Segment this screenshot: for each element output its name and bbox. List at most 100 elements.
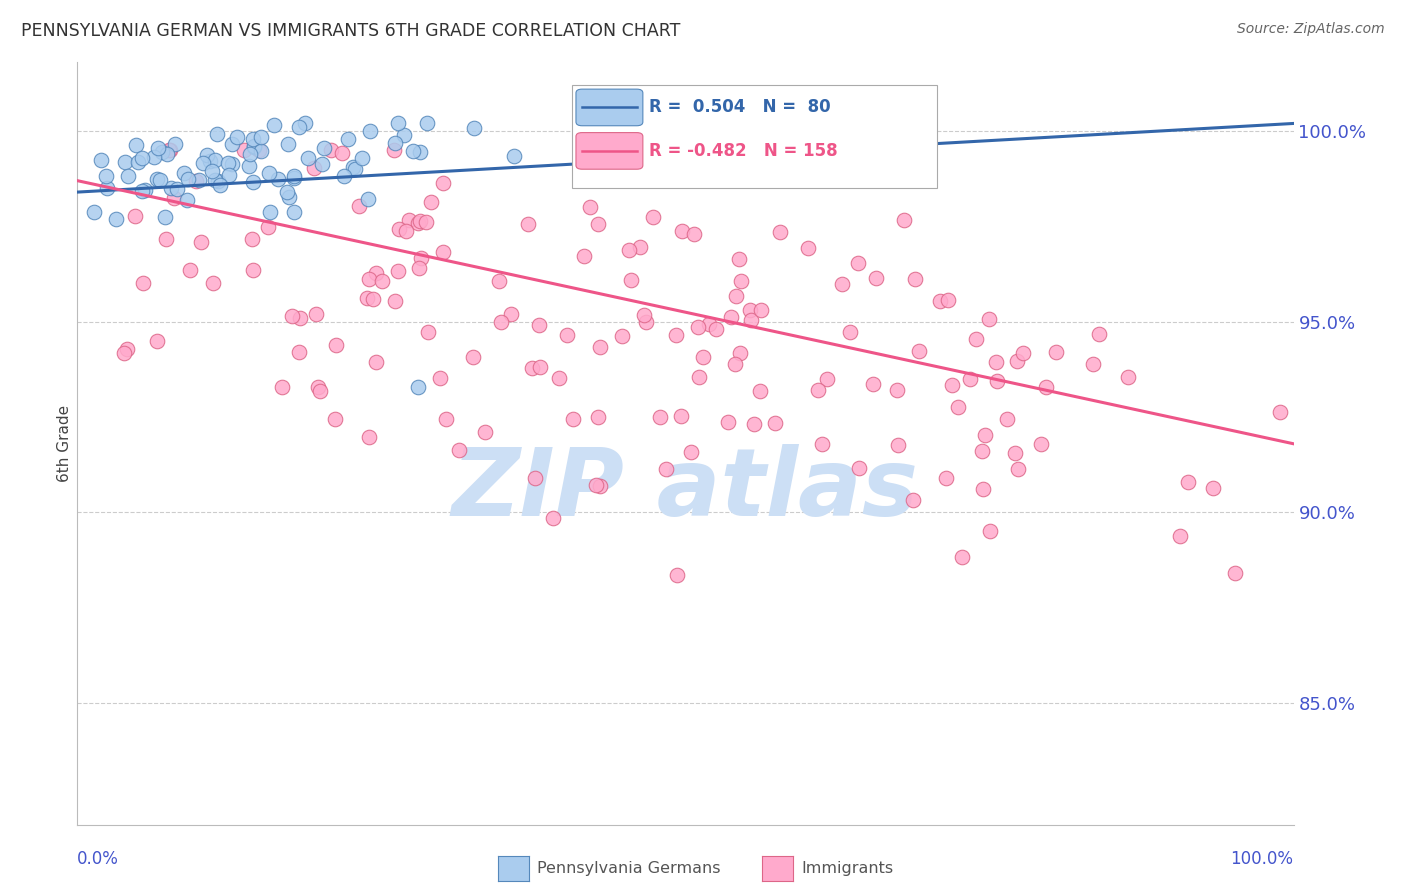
Point xyxy=(96,181,118,195)
Point xyxy=(146,172,169,186)
Text: 100.0%: 100.0% xyxy=(1230,850,1294,868)
Point xyxy=(419,194,441,209)
Point xyxy=(94,169,117,184)
Point xyxy=(384,294,406,309)
Point xyxy=(503,149,526,163)
Point xyxy=(117,169,139,184)
Point xyxy=(388,221,411,235)
Point xyxy=(202,276,225,290)
Point xyxy=(950,550,973,565)
Point xyxy=(221,157,243,171)
Point xyxy=(893,212,915,227)
Point xyxy=(357,272,380,286)
Point xyxy=(132,276,155,290)
Point xyxy=(402,145,425,159)
Point xyxy=(724,358,747,372)
Point xyxy=(408,260,430,275)
Point xyxy=(434,412,457,426)
Point xyxy=(704,322,727,336)
Point xyxy=(287,345,309,359)
Point xyxy=(276,185,298,199)
Point xyxy=(243,138,266,153)
Point xyxy=(283,170,305,185)
Point xyxy=(146,141,169,155)
Point xyxy=(959,372,981,386)
Point xyxy=(359,124,381,138)
Point xyxy=(633,308,655,322)
Point xyxy=(995,412,1018,426)
Point xyxy=(1035,380,1057,394)
Point xyxy=(366,355,388,369)
Point xyxy=(1177,475,1199,489)
Text: R = -0.482   N = 158: R = -0.482 N = 158 xyxy=(650,142,838,160)
Point xyxy=(384,136,406,150)
Point xyxy=(406,216,429,230)
Point xyxy=(112,346,135,360)
Text: Immigrants: Immigrants xyxy=(801,862,894,876)
Point xyxy=(312,141,335,155)
Text: PENNSYLVANIA GERMAN VS IMMIGRANTS 6TH GRADE CORRELATION CHART: PENNSYLVANIA GERMAN VS IMMIGRANTS 6TH GR… xyxy=(21,22,681,40)
Point xyxy=(671,224,693,238)
Point xyxy=(461,351,484,365)
Point xyxy=(165,136,187,151)
Point xyxy=(1045,345,1067,359)
Text: 0.0%: 0.0% xyxy=(77,850,120,868)
Point xyxy=(398,212,420,227)
Point xyxy=(190,235,212,250)
Point xyxy=(117,342,139,356)
Point xyxy=(259,205,281,219)
Point xyxy=(304,161,326,175)
Point xyxy=(336,131,359,145)
Point xyxy=(903,492,925,507)
Point xyxy=(586,217,609,231)
Point xyxy=(543,511,565,525)
Point xyxy=(865,271,887,285)
Point xyxy=(641,210,664,224)
Point xyxy=(131,184,153,198)
Point xyxy=(356,291,378,305)
Point xyxy=(218,168,240,182)
Point xyxy=(941,378,963,392)
Point xyxy=(225,130,247,145)
Point xyxy=(432,245,454,260)
Point xyxy=(810,437,832,451)
Point xyxy=(409,145,432,160)
Point xyxy=(142,150,165,164)
Point xyxy=(886,438,908,452)
Point xyxy=(527,318,550,332)
Point xyxy=(207,174,229,188)
Point xyxy=(242,175,264,189)
Point xyxy=(679,445,702,459)
Point xyxy=(83,205,105,219)
Point xyxy=(1007,462,1029,476)
Point xyxy=(155,232,177,246)
Point xyxy=(243,140,266,154)
Point xyxy=(588,409,610,424)
Point xyxy=(395,224,418,238)
Point xyxy=(848,460,870,475)
Point xyxy=(333,169,356,183)
Point xyxy=(247,143,270,157)
Point xyxy=(717,415,740,429)
Point xyxy=(271,380,294,394)
Point xyxy=(177,172,200,186)
Point xyxy=(156,147,179,161)
Point xyxy=(127,154,149,169)
Point xyxy=(114,155,136,169)
Point xyxy=(524,471,547,485)
Point xyxy=(201,164,224,178)
Point xyxy=(688,370,710,384)
Point xyxy=(416,116,439,130)
Point xyxy=(319,143,342,157)
Point xyxy=(195,148,218,162)
Point xyxy=(1225,566,1247,581)
Point xyxy=(283,204,305,219)
Point xyxy=(159,143,181,157)
Point xyxy=(159,180,181,194)
Point xyxy=(948,400,970,414)
Point xyxy=(387,263,409,277)
Point xyxy=(655,462,678,476)
Point xyxy=(572,248,595,262)
Point xyxy=(1012,345,1035,359)
Point xyxy=(578,201,600,215)
